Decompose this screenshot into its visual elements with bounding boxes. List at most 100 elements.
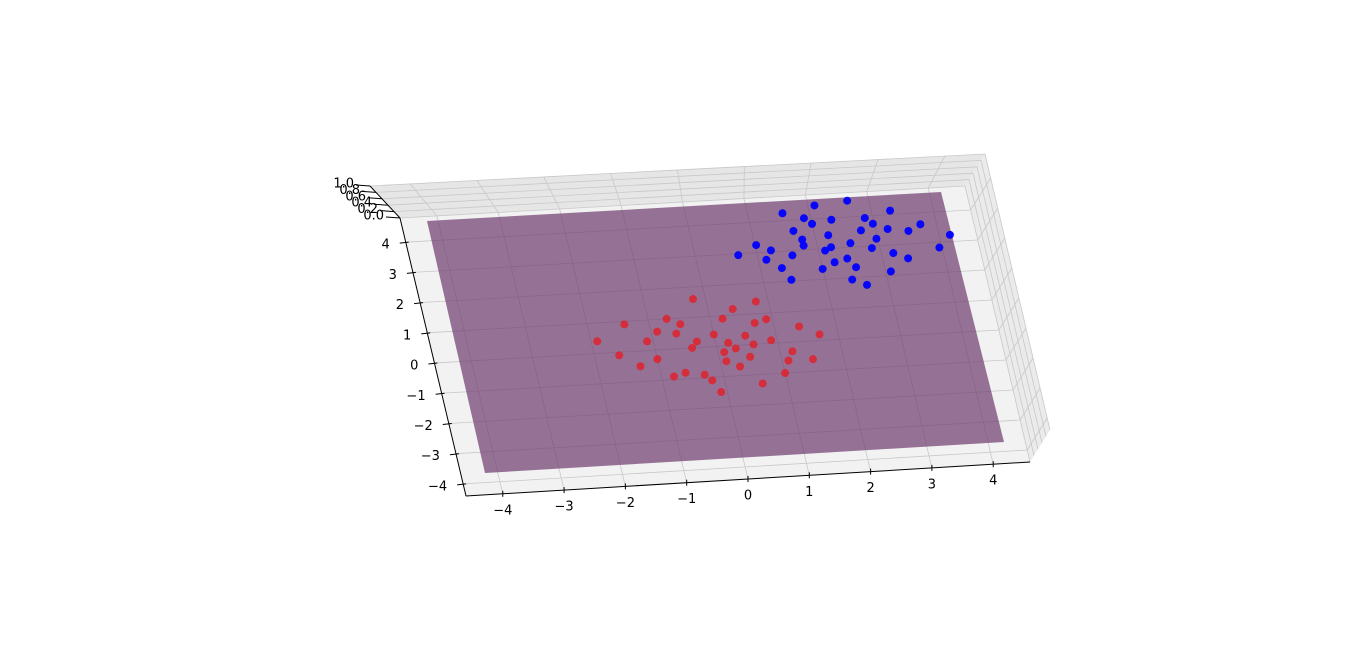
point xyxy=(734,251,743,260)
point xyxy=(798,235,807,244)
point xyxy=(867,244,876,253)
grid-line xyxy=(369,153,1051,431)
grid-line xyxy=(393,179,1035,456)
point xyxy=(886,206,895,215)
x-tick-label: −2 xyxy=(616,496,635,511)
y-tick-mark xyxy=(428,362,438,365)
point xyxy=(781,369,790,378)
point xyxy=(653,327,662,336)
point xyxy=(670,372,679,381)
point xyxy=(681,368,690,377)
point xyxy=(821,246,830,255)
x-tick-label: −4 xyxy=(493,503,512,518)
point xyxy=(758,379,767,388)
point xyxy=(766,246,775,255)
x-tick-label: 4 xyxy=(989,474,997,489)
x-tick-label: 3 xyxy=(928,477,936,492)
x-tick-label: 0 xyxy=(744,489,752,504)
point xyxy=(717,388,726,397)
point xyxy=(751,297,760,306)
point xyxy=(724,338,733,347)
point xyxy=(593,337,602,346)
point xyxy=(636,362,645,371)
point xyxy=(824,231,833,240)
point xyxy=(883,225,892,234)
point xyxy=(846,239,855,248)
z-tick-label: 1.0 xyxy=(333,177,354,192)
z-tick-mark xyxy=(361,190,377,193)
point xyxy=(788,251,797,260)
back-pane xyxy=(370,154,985,218)
y-tick-mark xyxy=(435,392,445,395)
point xyxy=(662,314,671,323)
point xyxy=(692,337,701,346)
point xyxy=(767,336,776,345)
point xyxy=(718,314,727,323)
point xyxy=(762,315,771,324)
point xyxy=(818,264,827,273)
point xyxy=(856,226,865,235)
point xyxy=(795,322,804,331)
point xyxy=(827,243,836,252)
point xyxy=(886,267,895,276)
point xyxy=(945,230,954,239)
z-tick-label: 0.0 xyxy=(363,209,384,224)
point xyxy=(689,295,698,304)
point xyxy=(728,304,737,313)
point xyxy=(709,330,718,339)
point xyxy=(777,264,786,273)
axis-line xyxy=(369,185,401,219)
point xyxy=(722,357,731,366)
point xyxy=(872,234,881,243)
point xyxy=(787,275,796,284)
y-tick-label: −2 xyxy=(414,419,433,434)
grid-line xyxy=(381,166,1043,443)
point xyxy=(620,320,629,329)
point xyxy=(720,348,729,357)
x-tick-label: −3 xyxy=(555,500,574,515)
z-tick-mark xyxy=(355,184,371,187)
point xyxy=(700,370,709,379)
y-tick-mark xyxy=(449,453,460,456)
axis-line xyxy=(465,461,1031,497)
point xyxy=(752,241,761,250)
point xyxy=(653,355,662,364)
point xyxy=(860,214,869,223)
point xyxy=(863,280,872,289)
y-tick-mark xyxy=(442,422,452,425)
point xyxy=(810,201,819,210)
point xyxy=(672,329,681,338)
point xyxy=(784,356,793,365)
point xyxy=(799,241,808,250)
point xyxy=(935,243,944,252)
point xyxy=(746,352,755,361)
z-tick-mark xyxy=(373,203,389,206)
y-tick-label: 4 xyxy=(381,238,389,253)
y-tick-label: 3 xyxy=(389,268,397,283)
point xyxy=(904,254,913,263)
point xyxy=(889,249,898,258)
point xyxy=(848,275,857,284)
y-tick-label: −4 xyxy=(428,479,447,494)
point xyxy=(676,320,685,329)
x-tick-label: 2 xyxy=(866,481,874,496)
point xyxy=(736,362,745,371)
point xyxy=(852,263,861,272)
point xyxy=(843,254,852,263)
point xyxy=(615,351,624,360)
y-tick-mark xyxy=(399,241,409,244)
point xyxy=(708,376,717,385)
point xyxy=(830,258,839,267)
point xyxy=(904,226,913,235)
z-tick-mark xyxy=(367,197,383,200)
z-tick-label: 0.2 xyxy=(357,202,378,217)
grid-line xyxy=(399,185,1031,463)
y-tick-mark xyxy=(414,302,424,305)
point xyxy=(916,220,925,229)
point xyxy=(799,214,808,223)
z-tick-mark xyxy=(379,210,395,213)
z-tick-label: 0.4 xyxy=(351,196,372,211)
z-tick-label: 0.6 xyxy=(345,189,366,204)
x-tick-label: 1 xyxy=(805,485,813,500)
